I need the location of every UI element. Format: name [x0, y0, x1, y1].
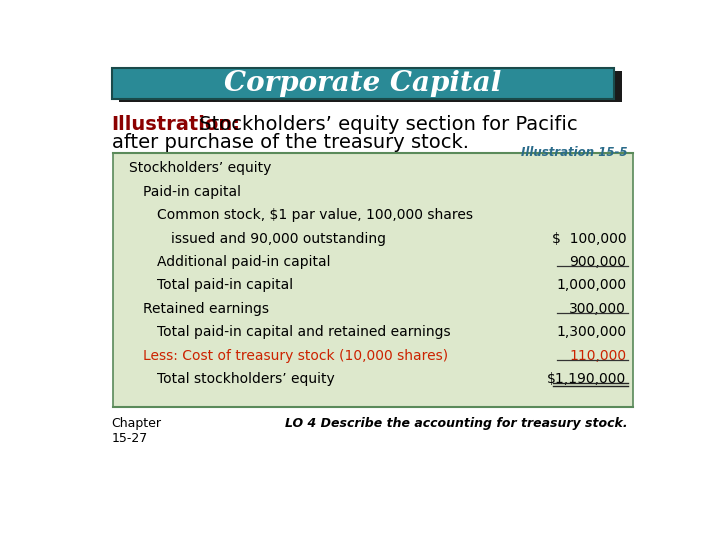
Text: Illustration:: Illustration:	[112, 115, 240, 134]
Text: Illustration 15-5: Illustration 15-5	[521, 146, 628, 159]
Text: Paid-in capital: Paid-in capital	[143, 185, 240, 199]
Text: Stockholders’ equity section for Pacific: Stockholders’ equity section for Pacific	[193, 115, 577, 134]
Text: Common stock, $1 par value, 100,000 shares: Common stock, $1 par value, 100,000 shar…	[157, 208, 472, 222]
Text: Total paid-in capital and retained earnings: Total paid-in capital and retained earni…	[157, 326, 450, 340]
Text: LO 4 Describe the accounting for treasury stock.: LO 4 Describe the accounting for treasur…	[285, 417, 628, 430]
Text: issued and 90,000 outstanding: issued and 90,000 outstanding	[171, 232, 386, 246]
Text: Retained earnings: Retained earnings	[143, 302, 269, 316]
Text: Chapter
15-27: Chapter 15-27	[112, 417, 162, 446]
Text: Total paid-in capital: Total paid-in capital	[157, 279, 293, 293]
Text: 1,000,000: 1,000,000	[556, 279, 626, 293]
Text: 1,300,000: 1,300,000	[556, 326, 626, 340]
Text: 900,000: 900,000	[570, 255, 626, 269]
Text: after purchase of the treasury stock.: after purchase of the treasury stock.	[112, 132, 469, 152]
Text: $1,190,000: $1,190,000	[547, 373, 626, 387]
Text: Less: Cost of treasury stock (10,000 shares): Less: Cost of treasury stock (10,000 sha…	[143, 349, 448, 363]
Text: 300,000: 300,000	[570, 302, 626, 316]
Text: Corporate Capital: Corporate Capital	[224, 70, 501, 97]
FancyBboxPatch shape	[113, 153, 632, 408]
Text: 110,000: 110,000	[570, 349, 626, 363]
FancyBboxPatch shape	[112, 68, 614, 99]
Text: Stockholders’ equity: Stockholders’ equity	[129, 161, 271, 175]
Text: $  100,000: $ 100,000	[552, 232, 626, 246]
FancyBboxPatch shape	[120, 71, 621, 102]
Text: Total stockholders’ equity: Total stockholders’ equity	[157, 373, 334, 387]
Text: Additional paid-in capital: Additional paid-in capital	[157, 255, 330, 269]
